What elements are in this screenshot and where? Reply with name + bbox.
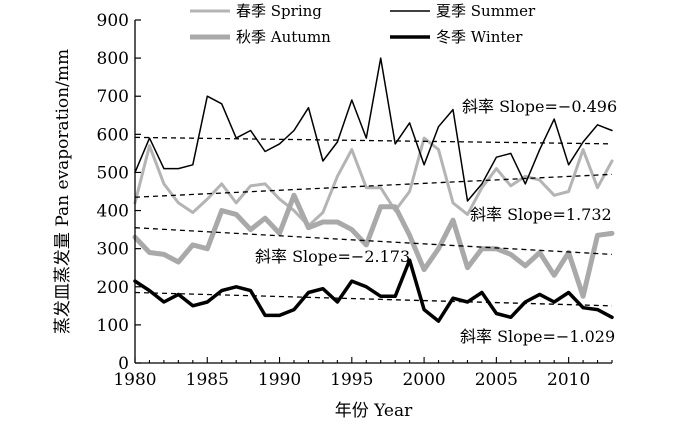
- y-axis-title: 蒸发皿蒸发量 Pan evaporation/mm: [53, 49, 73, 334]
- slope-labels: 斜率 Slope=1.732 斜率 Slope=−0.496 斜率 Slope=−2…: [255, 97, 617, 346]
- legend-label-1: 夏季 Summer: [436, 2, 536, 20]
- slope-label-1: 斜率 Slope=−0.496: [462, 97, 617, 116]
- slope-label-0: 斜率 Slope=1.732: [470, 205, 612, 224]
- series-line-1: [134, 57, 613, 202]
- x-tick-label: 2010: [547, 370, 590, 390]
- y-tick-label: 100: [97, 316, 129, 336]
- legend-item-1: 夏季 Summer: [390, 2, 536, 20]
- y-tick-label: 300: [97, 240, 129, 260]
- trend-line-0: [134, 173, 613, 198]
- y-tick-label: 700: [97, 87, 129, 107]
- slope-label-3: 斜率 Slope=−1.029: [460, 327, 615, 346]
- series-line-2: [132, 192, 615, 299]
- legend-label-0: 春季 Spring: [236, 2, 322, 20]
- y-tick-label: 400: [97, 202, 129, 222]
- y-tick-label: 200: [97, 278, 129, 298]
- legend-label-2: 秋季 Autumn: [236, 28, 331, 46]
- trend-line-3: [134, 291, 613, 307]
- trend-line-2: [134, 227, 613, 256]
- legend-item-3: 冬季 Winter: [390, 28, 523, 46]
- legend-label-3: 冬季 Winter: [436, 28, 523, 46]
- legend-item-2: 秋季 Autumn: [190, 28, 331, 46]
- x-tick-label: 1990: [258, 370, 301, 390]
- y-tick-label: 900: [97, 11, 129, 31]
- trend-line-1: [134, 136, 613, 145]
- series-line-3: [133, 258, 614, 323]
- slope-label-2: 斜率 Slope=−2.173: [255, 247, 410, 266]
- plot-area: [132, 57, 615, 323]
- x-axis-title: 年份 Year: [335, 401, 413, 421]
- x-tick-label: 1980: [113, 370, 156, 390]
- y-tick-label: 0: [118, 354, 129, 374]
- x-tick-label: 1995: [330, 370, 373, 390]
- y-tick-label: 500: [97, 163, 129, 183]
- y-tick-label: 600: [97, 125, 129, 145]
- x-tick-label: 2005: [475, 370, 518, 390]
- x-tick-label: 2000: [402, 370, 445, 390]
- axes: 0 100 200 300 400 500 600 700 800 900 1980 1985 1990…: [97, 11, 613, 390]
- y-tick-label: 800: [97, 49, 129, 69]
- legend-item-0: 春季 Spring: [190, 2, 322, 20]
- x-tick-label: 1985: [186, 370, 229, 390]
- legend: 春季 Spring 夏季 Summer 秋季 Autumn 冬季 Winter: [190, 2, 536, 46]
